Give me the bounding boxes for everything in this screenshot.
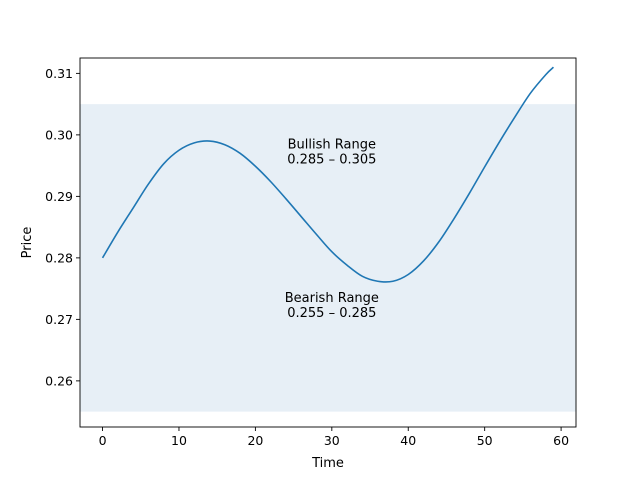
x-tick-label: 50 xyxy=(477,433,493,448)
y-tick-label: 0.29 xyxy=(45,189,73,204)
x-axis-label: Time xyxy=(311,456,344,471)
shaded-range-band xyxy=(80,104,576,412)
y-tick-label: 0.31 xyxy=(45,66,73,81)
x-tick-label: 60 xyxy=(553,433,569,448)
y-tick-label: 0.26 xyxy=(45,373,73,388)
axis-ticks: 0 10 20 30 40 50 60 0.26 0.27 0.28 0.29 0.30 0.31 xyxy=(45,66,569,448)
x-tick-label: 0 xyxy=(99,433,107,448)
bullish-range-annotation: Bullish Range 0.285 – 0.305 xyxy=(287,137,376,167)
annotations: Bullish Range 0.285 – 0.305 Bearish Range 0… xyxy=(285,137,379,321)
x-tick-label: 40 xyxy=(400,433,416,448)
y-tick-label: 0.30 xyxy=(45,127,73,142)
y-axis-label: Price xyxy=(20,227,35,259)
y-tick-label: 0.27 xyxy=(45,312,73,327)
price-line xyxy=(101,66,555,283)
x-tick-label: 20 xyxy=(247,433,263,448)
x-tick-label: 10 xyxy=(171,433,187,448)
plot-frame xyxy=(79,57,577,428)
x-tick-label: 30 xyxy=(324,433,340,448)
y-tick-label: 0.28 xyxy=(45,250,73,265)
bearish-range-annotation: Bearish Range 0.255 – 0.285 xyxy=(285,291,379,321)
